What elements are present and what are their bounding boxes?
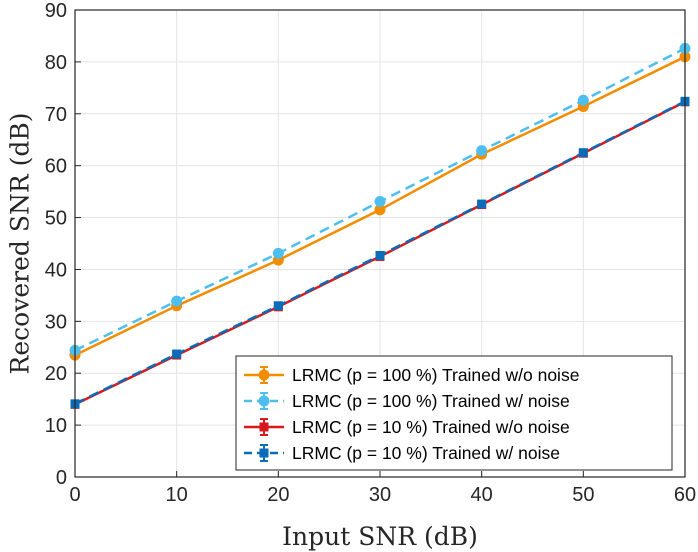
y-tick-label: 50 (45, 208, 67, 230)
data-point (374, 204, 386, 216)
data-point (272, 247, 284, 259)
data-point (374, 195, 386, 207)
y-tick-label: 0 (56, 467, 67, 489)
legend-marker (259, 422, 269, 432)
x-tick-label: 0 (69, 484, 80, 506)
y-tick-label: 60 (45, 156, 67, 178)
legend-label: LRMC (p = 100 %) Trained w/o noise (292, 365, 579, 385)
legend-marker (258, 395, 270, 407)
y-tick-label: 70 (45, 104, 67, 126)
x-tick-label: 50 (572, 484, 594, 506)
y-tick-label: 40 (45, 259, 67, 281)
x-axis-label: Input SNR (dB) (282, 522, 478, 551)
tick-labels: 0 10 20 30 40 50 60 0 10 20 30 40 50 60 70 80 90 (45, 0, 696, 506)
x-tick-label: 60 (674, 484, 696, 506)
x-tick-label: 30 (369, 484, 391, 506)
x-tick-label: 40 (471, 484, 493, 506)
y-axis-label: Recovered SNR (dB) (6, 113, 35, 375)
data-point (172, 349, 182, 359)
y-tick-label: 80 (45, 52, 67, 74)
data-point (273, 301, 283, 311)
legend-label: LRMC (p = 100 %) Trained w/ noise (292, 391, 570, 411)
data-point (477, 199, 487, 209)
legend-box (235, 355, 673, 471)
data-point (476, 145, 488, 157)
y-tick-label: 10 (45, 415, 67, 437)
data-point (577, 94, 589, 106)
x-tick-label: 10 (166, 484, 188, 506)
legend-marker (258, 369, 270, 381)
data-point (578, 148, 588, 158)
legend-label: LRMC (p = 10 %) Trained w/o noise (292, 417, 570, 437)
x-tick-label: 20 (267, 484, 289, 506)
legend-marker (259, 448, 269, 458)
data-point (171, 295, 183, 307)
y-tick-label: 90 (45, 0, 67, 22)
legend-label: LRMC (p = 10 %) Trained w/ noise (292, 443, 560, 463)
y-tick-label: 30 (45, 311, 67, 333)
data-point (375, 250, 385, 260)
legend: LRMC (p = 100 %) Trained w/o noise LRMC (… (235, 355, 673, 471)
y-tick-label: 20 (45, 363, 67, 385)
